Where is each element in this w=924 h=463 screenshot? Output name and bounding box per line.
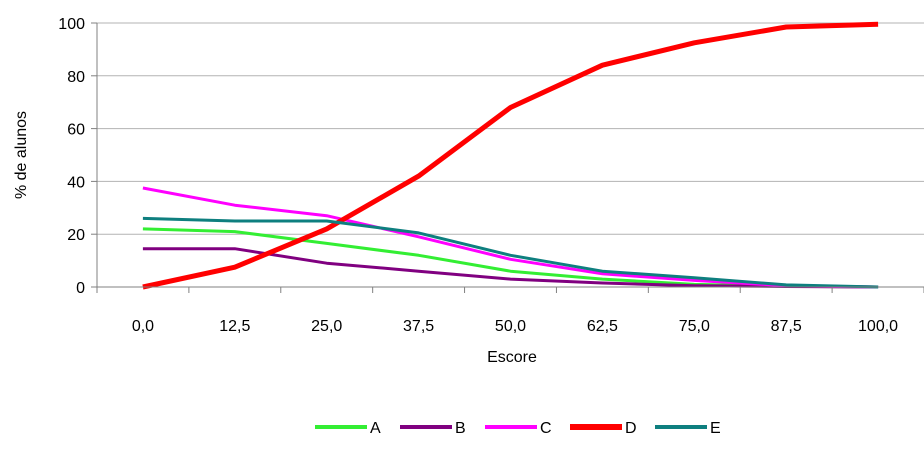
series-line-d <box>142 21 879 290</box>
x-tick-label: 12,5 <box>219 318 250 335</box>
plot-area <box>142 21 879 290</box>
x-axis-title: Escore <box>487 349 537 366</box>
x-tick-label: 75,0 <box>679 318 710 335</box>
y-tick-label: 60 <box>67 122 85 139</box>
x-tick-label: 87,5 <box>771 318 802 335</box>
y-axis: 0 20 40 60 80 100 <box>58 16 98 297</box>
x-tick-label: 62,5 <box>587 318 618 335</box>
x-tick-label: 0,0 <box>132 318 154 335</box>
y-tick-label: 80 <box>67 69 85 86</box>
legend-label-b: B <box>455 420 466 437</box>
legend-label-e: E <box>710 420 721 437</box>
y-tick-label: 0 <box>76 280 85 297</box>
series-line-e <box>142 216 879 289</box>
x-tick-label: 37,5 <box>403 318 434 335</box>
legend-label-a: A <box>370 420 381 437</box>
x-tick-label: 50,0 <box>495 318 526 335</box>
x-tick-label: 100,0 <box>858 318 898 335</box>
y-tick-label: 100 <box>58 16 85 33</box>
legend-label-d: D <box>625 420 637 437</box>
x-axis: 0,0 12,5 25,0 37,5 50,0 62,5 75,0 87,5 100,0 <box>96 286 924 335</box>
legend: A B C D E <box>315 420 721 437</box>
legend-label-c: C <box>540 420 552 437</box>
y-tick-label: 20 <box>67 227 85 244</box>
y-tick-label: 40 <box>67 174 85 191</box>
x-tick-label: 25,0 <box>311 318 342 335</box>
y-axis-title: % de alunos <box>13 111 30 199</box>
